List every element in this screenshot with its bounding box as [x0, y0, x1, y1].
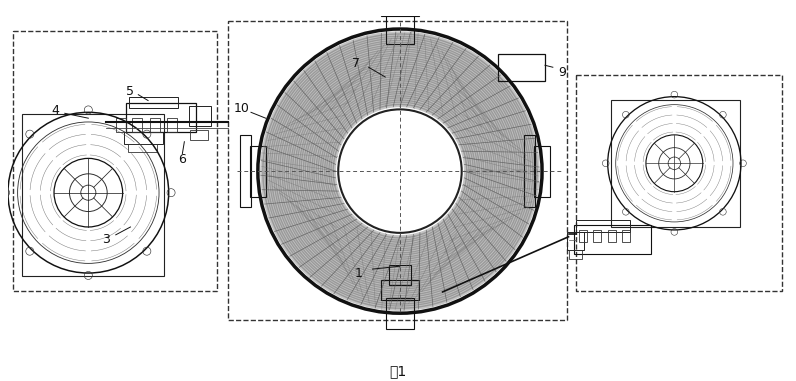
- Text: 7: 7: [352, 57, 360, 70]
- Text: 5: 5: [127, 85, 135, 98]
- Text: 6: 6: [178, 153, 186, 166]
- Bar: [228, 21, 567, 320]
- Bar: [389, 0, 411, 1]
- Bar: [189, 106, 211, 126]
- Text: 10: 10: [233, 102, 249, 115]
- Bar: [126, 102, 196, 132]
- Bar: [150, 118, 160, 132]
- Bar: [593, 230, 601, 242]
- Bar: [130, 97, 178, 109]
- Text: 9: 9: [559, 66, 567, 78]
- Text: 3: 3: [102, 233, 110, 246]
- Text: 1: 1: [355, 267, 363, 280]
- Bar: [127, 144, 157, 152]
- Bar: [386, 298, 414, 328]
- Bar: [380, 280, 419, 301]
- Text: 4: 4: [51, 104, 59, 117]
- Bar: [166, 118, 177, 132]
- Bar: [132, 118, 142, 132]
- Bar: [525, 136, 535, 207]
- Bar: [607, 230, 615, 242]
- Bar: [115, 118, 126, 132]
- Bar: [386, 14, 414, 44]
- Bar: [579, 230, 587, 242]
- Bar: [190, 130, 208, 140]
- Bar: [534, 146, 550, 197]
- Text: 图1: 图1: [389, 364, 407, 378]
- Bar: [575, 225, 651, 255]
- Bar: [576, 75, 782, 291]
- Bar: [498, 53, 545, 81]
- Bar: [611, 99, 740, 227]
- Bar: [380, 0, 419, 16]
- Bar: [13, 31, 217, 291]
- Bar: [568, 250, 582, 259]
- Bar: [622, 230, 630, 242]
- Bar: [567, 232, 584, 250]
- Bar: [123, 132, 163, 144]
- Bar: [389, 265, 411, 285]
- Bar: [21, 114, 164, 276]
- Bar: [250, 146, 266, 197]
- Bar: [240, 136, 251, 207]
- Bar: [576, 220, 630, 232]
